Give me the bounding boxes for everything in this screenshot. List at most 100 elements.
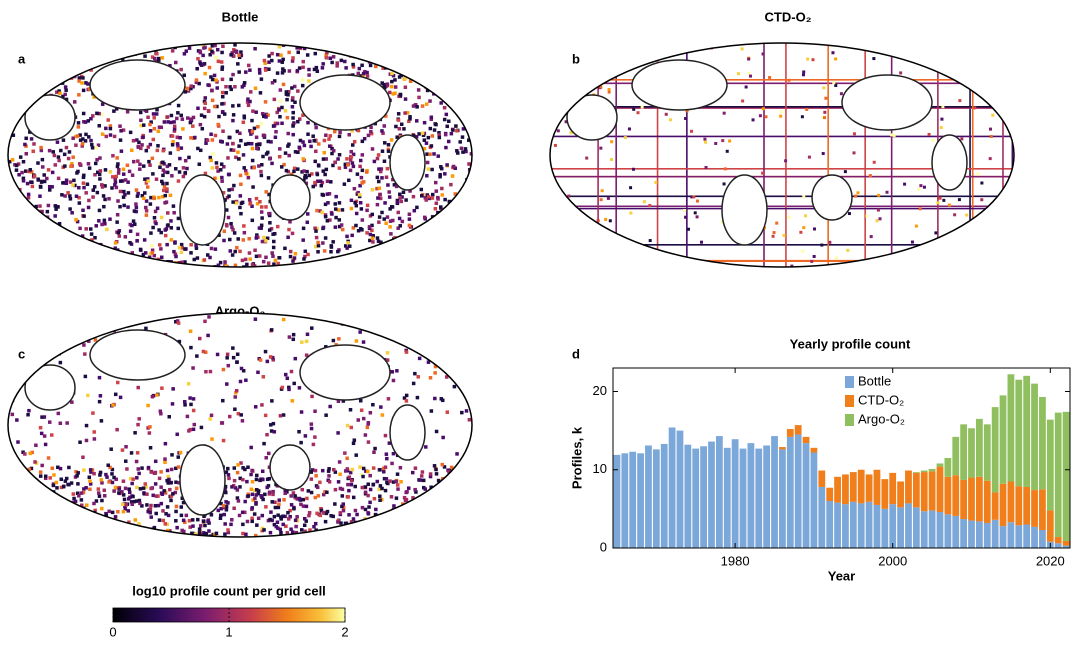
map-cell (310, 427, 314, 431)
map-cell (51, 58, 55, 62)
map-cell (99, 169, 103, 173)
map-cell (838, 264, 841, 267)
map-cell (745, 85, 748, 88)
map-cell (844, 170, 847, 173)
map-cell (32, 54, 36, 58)
map-cell (338, 131, 342, 135)
map-cell (604, 218, 607, 221)
map-cell (268, 518, 272, 522)
map-cell (347, 533, 351, 537)
map-cell (296, 89, 300, 93)
map-cell (66, 259, 70, 263)
map-cell (291, 133, 295, 137)
map-cell (46, 524, 50, 528)
map-cell (773, 231, 776, 234)
map-cell (1005, 220, 1008, 223)
map-cell (11, 478, 15, 482)
map-cell (610, 158, 613, 161)
map-cell (291, 232, 295, 236)
map-cell (27, 479, 31, 483)
map-cell (326, 219, 330, 223)
map-cell (119, 129, 123, 133)
map-cell (335, 61, 339, 65)
map-cell (1000, 93, 1003, 96)
map-cell (241, 532, 245, 536)
map-cell (63, 153, 67, 157)
map-cell (16, 503, 20, 507)
map-cell (160, 126, 164, 130)
map-cell (450, 373, 454, 377)
panel-title: Bottle (222, 9, 259, 24)
map-cell (333, 202, 337, 206)
panel-label: b (572, 51, 580, 66)
map-cell (239, 194, 243, 198)
map-cell (95, 158, 99, 162)
map-cell (436, 515, 440, 519)
map-cell (941, 105, 944, 108)
map-cell (315, 534, 319, 538)
map-cell (168, 163, 172, 167)
map-cell (427, 136, 431, 140)
map-cell (361, 153, 365, 157)
map-cell (286, 93, 290, 97)
map-cell (238, 132, 242, 136)
map-cell (23, 505, 27, 509)
map-cell (45, 497, 49, 501)
map-cell (145, 209, 149, 213)
map-cell (174, 255, 178, 259)
legend-label: CTD-O₂ (858, 392, 904, 407)
map-cell (98, 209, 102, 213)
map-cell (94, 528, 98, 532)
map-cell (82, 112, 86, 116)
map-cell (107, 510, 111, 514)
map-cell (32, 215, 36, 219)
map-cell (214, 134, 218, 138)
map-cell (112, 535, 116, 539)
map-cell (272, 246, 276, 250)
map-cell (267, 261, 271, 265)
map-cell (333, 259, 337, 263)
map-cell (16, 480, 19, 484)
map-cell (360, 176, 364, 180)
map-cell (122, 172, 126, 176)
map-cell (143, 532, 147, 536)
map-cell (60, 478, 64, 482)
map-cell (110, 258, 114, 262)
map-cell (87, 254, 91, 258)
map-cell (420, 474, 424, 478)
map-cell (401, 333, 405, 337)
map-cell (48, 420, 52, 424)
bar-segment (866, 474, 873, 501)
map-cell (453, 49, 457, 53)
map-cell (158, 165, 162, 169)
map-cell (444, 133, 448, 137)
map-cell (397, 118, 401, 122)
map-cell (291, 124, 295, 128)
map-cell (242, 121, 246, 125)
bar-segment (1031, 490, 1038, 527)
map-cell (25, 483, 29, 487)
map-cell (84, 191, 88, 195)
map-cell (345, 235, 349, 239)
map-cell (17, 94, 21, 98)
map-cell (19, 526, 23, 530)
map-cell (65, 63, 69, 67)
map-cell (41, 261, 45, 265)
map-cell (43, 415, 47, 419)
map-cell (223, 229, 227, 233)
map-cell (96, 524, 100, 528)
map-cell (107, 480, 111, 484)
map-cell (157, 57, 161, 61)
bar-segment (1063, 412, 1070, 541)
map-cell (438, 490, 442, 494)
map-cell (251, 130, 255, 134)
map-cell (47, 44, 51, 48)
map-cell (340, 223, 344, 227)
map-cell (551, 212, 554, 215)
map-cell (260, 210, 264, 214)
map-cell (251, 219, 255, 223)
map-cell (230, 485, 234, 489)
map-cell (430, 409, 434, 413)
map-cell (402, 191, 406, 195)
map-cell (453, 385, 457, 389)
